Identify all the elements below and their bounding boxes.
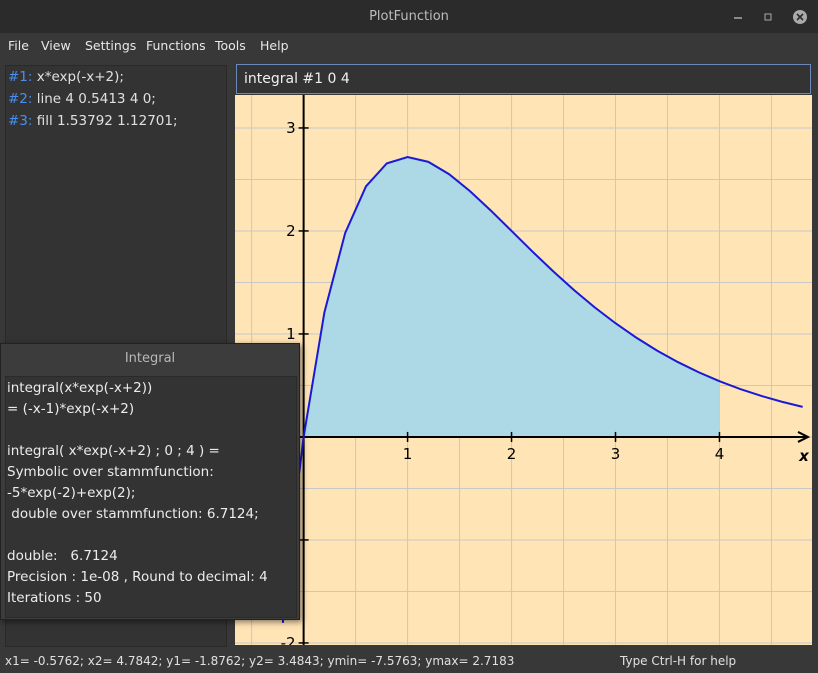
x-tick-label: 4 — [715, 445, 725, 463]
function-expression: x*exp(-x+2); — [36, 69, 124, 85]
y-tick-label: 1 — [286, 325, 296, 343]
dialog-output: integral(x*exp(-x+2)) = (-x-1)*exp(-x+2) i… — [5, 376, 297, 618]
function-entry: #1: x*exp(-x+2); — [8, 69, 124, 85]
status-bar: x1= -0.5762; x2= 4.7842; y1= -1.8762; y2… — [0, 650, 818, 673]
output-line: Iterations : 50 — [7, 590, 102, 606]
y-tick-label: -2 — [281, 634, 296, 645]
function-id: #1: — [8, 69, 33, 85]
x-tick-label: 2 — [507, 445, 517, 463]
menu-item[interactable]: View — [41, 38, 71, 53]
integral-dialog: Integral integral(x*exp(-x+2)) = (-x-1)*e… — [0, 343, 300, 620]
x-tick-label: 1 — [403, 445, 413, 463]
function-expression: line 4 0.5413 4 0; — [36, 91, 156, 107]
function-curve — [281, 155, 803, 623]
window-controls — [734, 10, 807, 24]
menu-item[interactable]: File — [8, 38, 29, 53]
output-line: Precision : 1e-08 , Round to decimal: 4 — [7, 569, 268, 585]
x-axis-arrow — [797, 431, 811, 443]
function-entry: #2: line 4 0.5413 4 0; — [8, 91, 156, 107]
x-axis-label: x — [798, 447, 810, 465]
function-expression: fill 1.53792 1.12701; — [36, 113, 178, 129]
menu-item[interactable]: Help — [260, 38, 289, 53]
integral-area — [303, 157, 720, 437]
status-coordinates: x1= -0.5762; x2= 4.7842; y1= -1.8762; y2… — [5, 654, 515, 668]
output-line: integral(x*exp(-x+2)) — [7, 380, 153, 396]
function-entry: #3: fill 1.53792 1.12701; — [8, 113, 178, 129]
function-id: #2: — [8, 91, 33, 107]
dialog-title: Integral — [124, 351, 176, 366]
function-id: #3: — [8, 113, 33, 129]
output-line: double over stammfunction: 6.7124; — [7, 506, 259, 522]
y-tick-label: 3 — [286, 119, 296, 137]
window-title: PlotFunction — [369, 9, 449, 24]
menu-item[interactable]: Settings — [85, 38, 137, 53]
menu-item[interactable]: Tools — [215, 38, 246, 53]
output-line: = (-x-1)*exp(-x+2) — [7, 401, 135, 417]
menu-item[interactable]: Functions — [146, 38, 206, 53]
close-button[interactable] — [793, 10, 807, 24]
command-input[interactable]: integral #1 0 4 — [236, 64, 811, 94]
output-line: integral( x*exp(-x+2) ; 0 ; 4 ) = — [7, 443, 220, 459]
output-line: double: 6.7124 — [7, 548, 118, 564]
title-bar: PlotFunction — [0, 0, 818, 33]
menu-bar: File View Settings Functions Tools Help — [0, 33, 818, 59]
x-tick-label: 3 — [611, 445, 621, 463]
output-line: Symbolic over stammfunction: — [7, 464, 214, 480]
status-hint: Type Ctrl-H for help — [620, 654, 737, 668]
y-tick-label: 2 — [286, 222, 296, 240]
output-line: -5*exp(-2)+exp(2); — [7, 485, 136, 501]
maximize-button[interactable] — [764, 13, 772, 21]
